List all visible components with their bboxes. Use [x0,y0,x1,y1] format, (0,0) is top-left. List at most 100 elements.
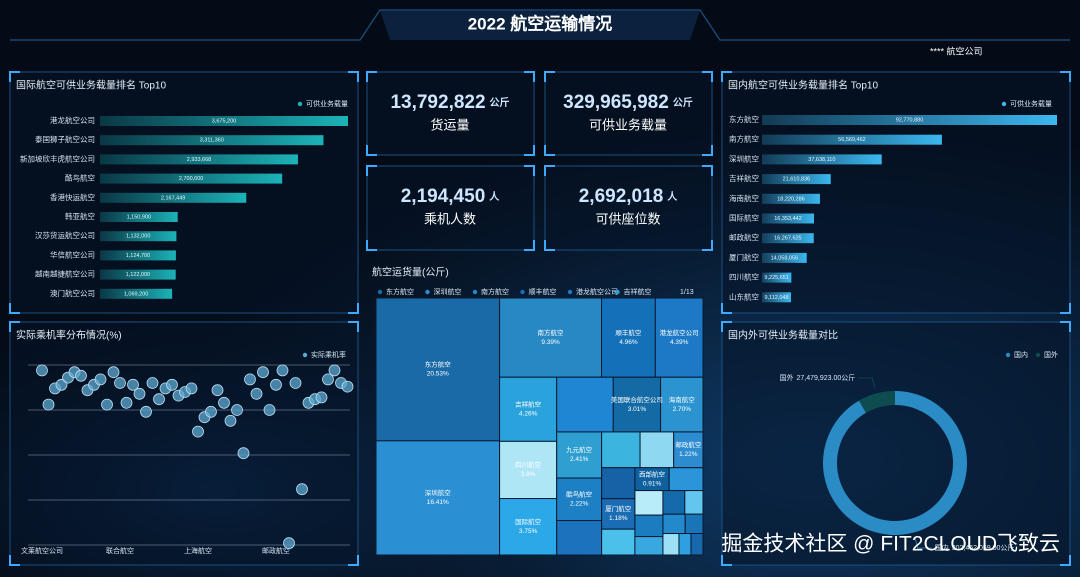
kpi-label: 可供座位数 [595,211,660,226]
bar [762,252,807,263]
treemap-cell [499,297,603,378]
kpi-unit: 公斤 [673,96,693,109]
treemap-cell [662,533,680,556]
bar [762,193,820,204]
data-label: 9,225,651 [764,275,788,281]
kpi-value: 2,194,450 人 [401,186,501,207]
pie-label-name: 国外 [779,373,793,382]
scatter-point [192,425,204,438]
legend-label: 深圳航空 [434,287,462,296]
bar [100,192,247,203]
treemap-cell [634,490,664,516]
bar [100,154,298,165]
legend-label: 吉祥航空 [624,287,652,296]
scatter-point [341,380,354,393]
pie-label-value: 27,479,923.00公斤 [796,373,855,382]
data-label: 16,267,625 [774,236,802,242]
legend-label: 东方航空 [386,287,414,296]
cell-value: 1.22% [679,451,698,458]
panel [9,71,359,314]
cell-label: 南方航空 [538,328,565,337]
scatter-point [218,396,230,409]
y-tick-label: 国际航空 [729,212,759,222]
scatter-point [263,404,276,416]
pie-label-name: 国内 [935,543,949,552]
scatter-point [133,387,146,400]
bar [762,272,792,283]
treemap-cell [601,498,636,530]
treemap-cell [375,297,501,442]
legend-label-marker [615,289,620,295]
kpi-unit: 人 [667,190,678,203]
treemap-cell [499,440,558,500]
cell-label: 吉祥航空 [515,399,542,408]
treemap-cell [678,533,692,556]
legend-label: 实际乘机率 [311,350,346,359]
kpi-label: 货运量 [430,117,469,132]
cell-label: 九元航空 [566,445,593,454]
data-label: 9,112,048 [764,295,788,301]
kpi-number: 329,965,982 [563,92,669,113]
panel-title: 国内航空可供业务载量排名 Top10 [728,79,878,92]
legend-label-marker [1001,101,1007,107]
legend-label: 可供业务载量 [1010,99,1052,108]
kpi-number: 13,792,822 [390,92,485,113]
page-title: 2022 航空运输情况 [468,13,613,33]
treemap-cell [662,513,686,535]
y-tick-label: 越南越捷航空公司 [35,269,95,279]
data-label: 1,132,000 [126,234,150,240]
panel-title: 国际航空可供业务载量排名 Top10 [16,79,166,92]
data-label: 1,069,200 [124,291,148,297]
panel-corner [366,165,535,251]
bar [762,233,814,244]
label-leader [858,377,876,388]
treemap-cell [660,376,704,433]
scatter-point [211,384,224,397]
treemap-cell [634,514,664,538]
treemap-cell [684,490,704,515]
y-tick-label: 新加坡欣丰虎航空公司 [20,153,95,163]
y-tick-label: 澳门航空公司 [50,288,95,298]
y-tick-label: 海南航空 [729,193,759,203]
cell-label: 海南航空 [669,395,696,404]
scatter-point [146,377,159,389]
data-label: 14,058,056 [771,255,799,261]
data-label: 18,220,286 [777,196,805,202]
data-label: 1,150,900 [127,214,151,220]
panel-corner [9,71,359,314]
scatter-point [140,405,152,418]
kpi-value: 329,965,982 公斤 [563,92,693,113]
treemap-cell [690,533,704,556]
treemap-cell [556,520,603,556]
bar [100,269,176,280]
y-tick-label: 港龙航空公司 [50,115,95,125]
data-label: 21,610,836 [783,177,811,183]
cell-value: 4.96% [619,339,638,346]
scatter-point [127,378,139,391]
y-tick-label: 四川航空 [729,272,759,282]
legend-label: 南方航空 [481,287,509,296]
treemap-cell [499,376,558,442]
legend-label: 可供业务载量 [306,99,348,108]
legend-label-marker [520,289,525,295]
bar [100,135,324,146]
bar [100,173,283,184]
y-tick-label: 汉莎货运航空公司 [35,230,95,240]
watermark: 掘金技术社区 @ FIT2CLOUD飞致云 [721,533,1060,556]
cell-label: 四川航空 [515,460,542,469]
data-label: 37,638,110 [808,157,835,163]
legend-label: 国内 [1014,350,1028,359]
kpi-unit: 人 [489,190,500,203]
cell-value: 20.53% [427,371,449,378]
kpi-card [366,165,535,251]
scatter-point [231,404,243,416]
scatter-point [42,398,55,411]
data-label: 1,122,000 [126,272,150,278]
kpi-card [366,71,535,156]
data-label: 3,311,360 [200,138,224,144]
cell-value: 2.41% [570,456,589,463]
data-label: 1,124,700 [126,253,150,259]
scatter-point [296,483,308,496]
scatter-point [94,373,107,386]
